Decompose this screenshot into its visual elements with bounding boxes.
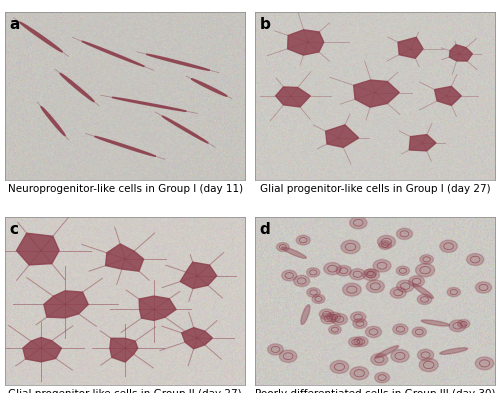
Polygon shape <box>450 45 472 61</box>
X-axis label: Glial progenitor-like cells in Group I (day 27): Glial progenitor-like cells in Group I (… <box>260 184 490 194</box>
Circle shape <box>296 235 310 245</box>
Circle shape <box>353 319 367 329</box>
Polygon shape <box>16 233 59 265</box>
Circle shape <box>268 344 283 355</box>
Circle shape <box>330 360 349 373</box>
Ellipse shape <box>282 247 306 258</box>
Circle shape <box>458 320 470 328</box>
Circle shape <box>378 235 396 248</box>
Circle shape <box>280 350 297 362</box>
X-axis label: Poorly differentiated cells in Group III (day 30): Poorly differentiated cells in Group III… <box>254 389 495 393</box>
Polygon shape <box>182 328 212 349</box>
Circle shape <box>336 265 351 276</box>
Circle shape <box>390 287 406 298</box>
Circle shape <box>350 269 366 280</box>
Polygon shape <box>326 125 358 147</box>
Polygon shape <box>180 262 216 288</box>
Circle shape <box>326 312 340 322</box>
Circle shape <box>282 270 297 281</box>
Circle shape <box>332 314 347 325</box>
Circle shape <box>350 367 368 380</box>
Circle shape <box>324 263 341 275</box>
Ellipse shape <box>112 97 186 111</box>
Circle shape <box>366 326 382 338</box>
Circle shape <box>366 280 384 293</box>
Circle shape <box>416 263 434 277</box>
Circle shape <box>362 269 380 281</box>
Circle shape <box>328 325 341 334</box>
Circle shape <box>396 280 414 292</box>
Circle shape <box>449 320 466 332</box>
Ellipse shape <box>41 107 65 136</box>
Ellipse shape <box>82 41 144 66</box>
Circle shape <box>418 349 434 361</box>
Ellipse shape <box>440 348 468 354</box>
Circle shape <box>417 294 432 305</box>
Ellipse shape <box>422 320 450 326</box>
Circle shape <box>379 241 392 250</box>
X-axis label: Neuroprogenitor-like cells in Group I (day 11): Neuroprogenitor-like cells in Group I (d… <box>8 184 242 194</box>
Circle shape <box>374 372 390 383</box>
Circle shape <box>466 253 483 266</box>
Polygon shape <box>354 80 400 107</box>
Circle shape <box>396 266 409 275</box>
Circle shape <box>364 269 376 277</box>
Circle shape <box>342 283 361 296</box>
Circle shape <box>294 275 310 286</box>
Circle shape <box>373 259 391 272</box>
Ellipse shape <box>375 346 398 358</box>
Circle shape <box>320 313 336 324</box>
Circle shape <box>341 240 360 253</box>
Ellipse shape <box>192 79 227 96</box>
Circle shape <box>350 217 367 229</box>
Circle shape <box>350 312 366 323</box>
Circle shape <box>440 240 458 252</box>
Ellipse shape <box>301 305 310 324</box>
Ellipse shape <box>162 116 208 143</box>
Ellipse shape <box>60 73 94 102</box>
Polygon shape <box>23 338 62 362</box>
Circle shape <box>412 327 426 337</box>
Polygon shape <box>44 291 88 318</box>
Circle shape <box>476 357 494 370</box>
Circle shape <box>354 337 368 347</box>
Ellipse shape <box>412 284 434 298</box>
Circle shape <box>348 337 363 347</box>
Circle shape <box>371 353 388 365</box>
Polygon shape <box>276 87 310 107</box>
Circle shape <box>447 287 460 297</box>
Polygon shape <box>398 37 423 58</box>
Circle shape <box>396 228 412 239</box>
Circle shape <box>312 294 325 303</box>
X-axis label: Glial progenitor-like cells in Group II (day 27): Glial progenitor-like cells in Group II … <box>8 389 242 393</box>
Circle shape <box>391 349 409 362</box>
Polygon shape <box>110 338 138 362</box>
Ellipse shape <box>94 136 156 156</box>
Polygon shape <box>106 244 144 271</box>
Ellipse shape <box>146 54 210 70</box>
Circle shape <box>420 255 434 264</box>
Circle shape <box>408 276 424 287</box>
Text: d: d <box>260 222 270 237</box>
Polygon shape <box>288 30 324 55</box>
Circle shape <box>276 242 289 252</box>
Polygon shape <box>434 86 462 105</box>
Circle shape <box>419 358 438 372</box>
Text: a: a <box>10 17 20 32</box>
Text: c: c <box>10 222 19 237</box>
Polygon shape <box>139 296 176 320</box>
Circle shape <box>393 324 408 334</box>
Circle shape <box>306 268 320 277</box>
Circle shape <box>476 282 492 293</box>
Circle shape <box>307 288 320 297</box>
Polygon shape <box>409 135 436 151</box>
Text: b: b <box>260 17 270 32</box>
Circle shape <box>320 309 334 319</box>
Ellipse shape <box>20 22 62 52</box>
